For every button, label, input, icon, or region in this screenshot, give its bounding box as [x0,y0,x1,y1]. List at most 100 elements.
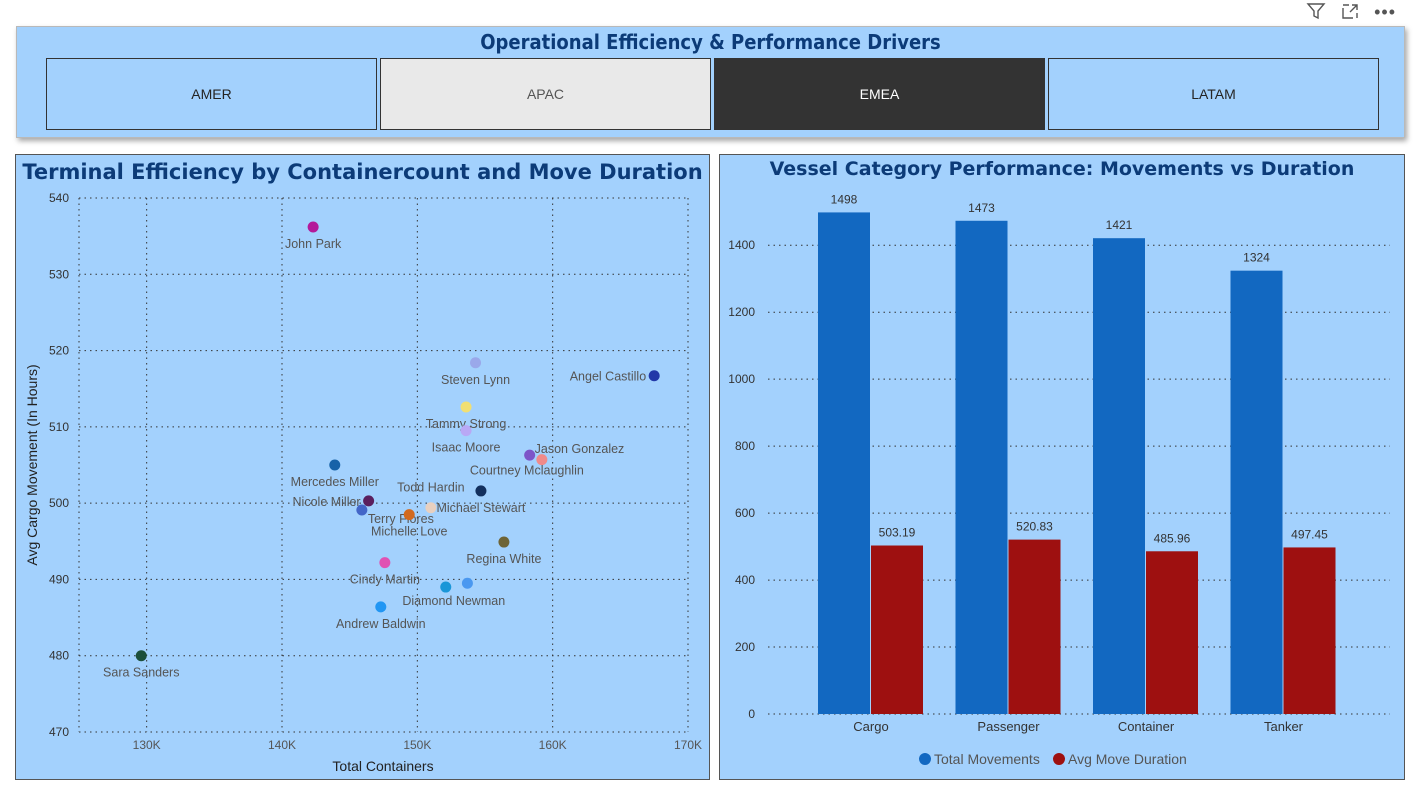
bar-avg-move-duration [1008,539,1061,714]
region-amer-button[interactable]: AMER [46,58,377,130]
scatter-point [375,601,387,613]
scatter-point [475,485,487,497]
scatter-point [460,425,472,437]
y-tick-label: 500 [49,496,69,510]
point-label: Jason Gonzalez [535,442,625,456]
scatter-point [135,650,147,662]
x-tick-label: 150K [403,738,431,752]
y-tick-label: 1000 [728,372,755,386]
x-tick-label: 160K [539,738,567,752]
bar-total-movements [955,220,1008,714]
point-label: Andrew Baldwin [336,617,426,631]
bar-title: Vessel Category Performance: Movements v… [769,158,1355,180]
y-tick-label: 1200 [728,305,755,319]
x-tick-label: Tanker [1264,719,1304,734]
scatter-point [536,454,548,466]
point-label: Mercedes Miller [291,475,379,489]
data-label: 1324 [1243,251,1270,265]
scatter-point [470,357,482,369]
data-label: 1498 [831,192,858,206]
bar-total-movements [1230,270,1283,714]
legend-label: Avg Move Duration [1068,751,1187,767]
point-label: Nicole Miller [293,495,361,509]
scatter-point [648,370,660,382]
scatter-point [498,536,510,548]
x-tick-label: Cargo [853,719,888,734]
point-label: John Park [285,237,342,251]
region-slicer: Operational Efficiency & Performance Dri… [16,26,1405,138]
region-latam-button[interactable]: LATAM [1048,58,1379,130]
y-tick-label: 400 [735,573,755,587]
bar-chart: 0 200 400 600 800 1000 1200 1400 1498 503.19 Cargo… [728,192,1390,767]
y-tick-label: 800 [735,439,755,453]
point-label: Tammy Strong [426,417,507,431]
bar-avg-move-duration [1146,551,1198,714]
point-label: Terry Flores [368,512,434,526]
point-label: Cindy Martin [350,573,420,587]
y-tick-label: 600 [735,506,755,520]
y-tick-label: 1400 [728,238,755,252]
x-tick-label: 130K [133,738,161,752]
point-label: Regina White [466,552,541,566]
bar-total-movements [1093,238,1145,714]
scatter-point [379,557,391,569]
y-tick-label: 520 [49,344,69,358]
point-label: Michael Stewart [436,501,525,515]
data-label: 1473 [968,201,995,215]
bar-avg-move-duration [871,545,923,714]
y-tick-label: 200 [735,640,755,654]
data-label: 485.96 [1154,531,1191,545]
y-tick-label: 470 [49,725,69,739]
scatter-title: Terminal Efficiency by Containercount an… [22,160,703,184]
scatter-chart: 470 480 490 500 510 520 530 540 130K 140K 150K 160K… [24,191,702,774]
scatter-point [363,495,375,507]
y-tick-label: 510 [49,420,69,434]
data-label: 503.19 [879,526,916,540]
y-tick-label: 0 [748,707,755,721]
legend-marker [1053,753,1065,765]
bar-avg-move-duration [1283,547,1336,714]
visual-header: ••• [1306,2,1396,25]
scatter-point [329,459,341,471]
point-label: Isaac Moore [432,441,501,455]
data-label: 1421 [1106,218,1133,232]
legend-label: Total Movements [934,751,1040,767]
point-label: Courtney Mclaughlin [470,464,584,478]
point-label: Diamond Newman [402,594,505,608]
filter-icon[interactable] [1306,2,1326,25]
scatter-point [440,581,452,593]
point-label: Todd Hardin [397,481,464,495]
point-label: Michelle Love [371,525,447,539]
x-tick-label: 140K [268,738,296,752]
y-tick-label: 480 [49,649,69,663]
y-axis-title: Avg Cargo Movement (In Hours) [24,364,40,565]
y-tick-label: 530 [49,267,69,281]
slicer-title: Operational Efficiency & Performance Dri… [480,30,941,54]
more-options-icon[interactable]: ••• [1374,2,1396,22]
scatter-point [307,221,319,233]
data-label: 520.83 [1016,520,1053,534]
scatter-point [403,509,415,521]
point-label: Steven Lynn [441,373,510,387]
scatter-panel: Terminal Efficiency by Containercount an… [15,154,710,780]
scatter-point [461,577,473,589]
point-label: Sara Sanders [103,666,179,680]
bar-panel: Vessel Category Performance: Movements v… [719,154,1405,780]
bar-total-movements [818,212,870,714]
x-tick-label: Passenger [977,719,1040,734]
legend-marker [919,753,931,765]
x-tick-label: 170K [674,738,702,752]
x-tick-label: Container [1118,719,1175,734]
region-emea-button[interactable]: EMEA [714,58,1045,130]
scatter-point [460,401,472,413]
data-label: 497.45 [1291,527,1328,541]
region-apac-button[interactable]: APAC [380,58,711,130]
x-axis-title: Total Containers [332,758,433,774]
scatter-point [425,502,437,514]
y-tick-label: 540 [49,191,69,205]
scatter-point [356,504,368,516]
y-tick-label: 490 [49,572,69,586]
focus-mode-icon[interactable] [1340,2,1360,25]
point-label: Angel Castillo [570,370,646,384]
scatter-point [524,449,536,461]
